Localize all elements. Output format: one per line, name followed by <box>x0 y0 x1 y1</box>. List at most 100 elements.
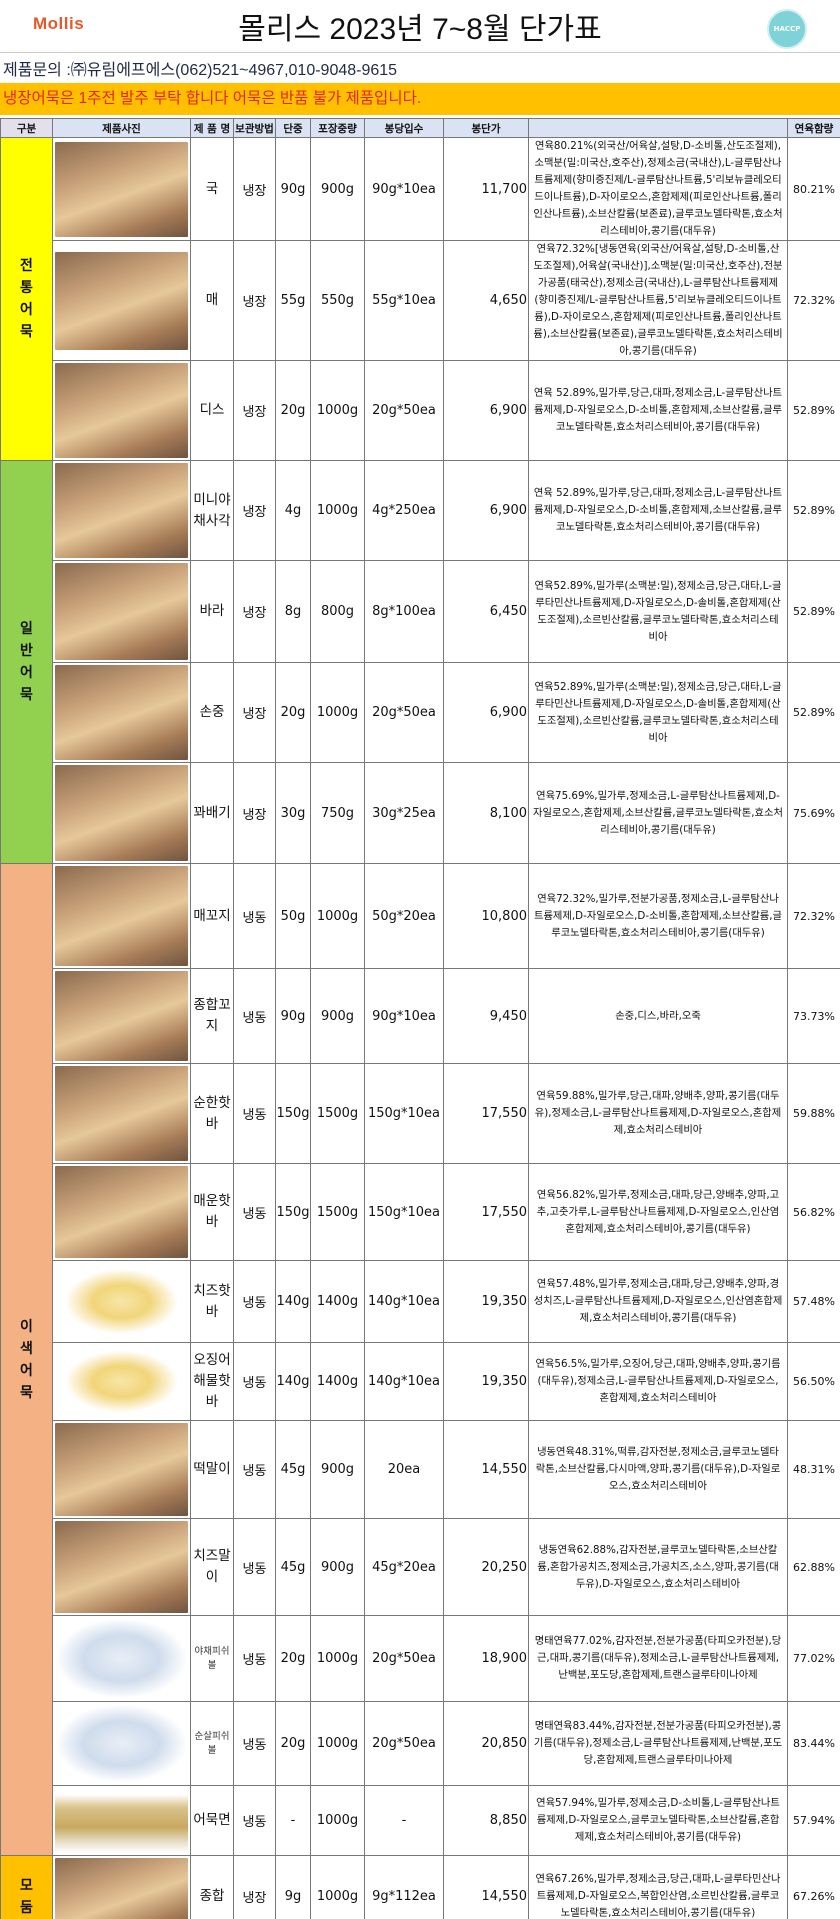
product-name: 바라 <box>190 560 234 663</box>
pack-weight: 1400g <box>310 1260 365 1343</box>
product-photo-cell <box>52 137 191 241</box>
product-name: 치즈말이 <box>190 1518 234 1616</box>
product-photo <box>55 1858 188 1919</box>
unit-weight: 55g <box>275 240 311 361</box>
per-pack-count: 20g*50ea <box>364 662 444 763</box>
category-cell: 모둠 <box>0 1855 53 1919</box>
ingredients: 연육52.89%,밀가루(소맥분:밀),정제소금,당근,대타,L-글루타민산나트… <box>528 560 788 663</box>
product-photo-cell <box>52 1063 191 1164</box>
header-fish-content: 연육함량 <box>787 118 840 138</box>
pack-weight: 1000g <box>310 1615 365 1702</box>
ingredients: 연육72.32%,밀가루,전분가공품,정제소금,L-글루탐산나트륨제제,D-자일… <box>528 863 788 969</box>
fish-content: 59.88% <box>787 1063 840 1164</box>
product-photo <box>55 1788 188 1853</box>
unit-weight: 150g <box>275 1163 311 1261</box>
header-ingredients <box>528 118 788 138</box>
storage-method: 냉장 <box>233 360 276 461</box>
category-label: 전통어묵 <box>20 258 33 340</box>
ingredients: 냉동연육62.88%,감자전분,글루코노델타락톤,소브산칼륨,혼합가공치즈,정제… <box>528 1518 788 1616</box>
storage-method: 냉장 <box>233 137 276 241</box>
product-name: 치즈핫바 <box>190 1260 234 1343</box>
product-photo <box>55 1066 188 1161</box>
pack-weight: 1000g <box>310 360 365 461</box>
product-photo-cell <box>52 560 191 663</box>
pack-price: 11,700 <box>443 137 529 241</box>
pack-price: 14,550 <box>443 1855 529 1919</box>
pack-price: 20,850 <box>443 1701 529 1786</box>
ingredients: 손중,디스,바라,오죽 <box>528 968 788 1064</box>
table-row: 떡말이 냉동 45g 900g 20ea 14,550 냉동연육48.31%,떡류,감자전분… <box>1 1420 840 1519</box>
table-row: 순한핫바 냉동 150g 1500g 150g*10ea 17,550 연육59.88%,밀… <box>1 1063 840 1164</box>
unit-weight: 140g <box>275 1342 311 1421</box>
unit-weight: - <box>275 1785 311 1856</box>
product-photo <box>55 866 188 966</box>
table-row: 오징어해물핫바 냉동 140g 1400g 140g*10ea 19,350 연육56.5%… <box>1 1342 840 1421</box>
unit-weight: 30g <box>275 762 311 864</box>
ingredients: 연육 52.89%,밀가루,당근,대파,정제소금,L-글루탐산나트륨제제,D-자… <box>528 460 788 561</box>
product-name: 매꼬지 <box>190 863 234 969</box>
table-row: 디스 냉장 20g 1000g 20g*50ea 6,900 연육 52.89%,밀가루,당… <box>1 360 840 461</box>
product-name: 떡말이 <box>190 1420 234 1519</box>
fish-content: 57.94% <box>787 1785 840 1856</box>
fish-content: 52.89% <box>787 560 840 663</box>
product-name: 매운핫바 <box>190 1163 234 1261</box>
pack-weight: 1500g <box>310 1163 365 1261</box>
fish-content: 75.69% <box>787 762 840 864</box>
unit-weight: 140g <box>275 1260 311 1343</box>
pack-price: 19,350 <box>443 1260 529 1343</box>
per-pack-count: 20g*50ea <box>364 1701 444 1786</box>
product-photo-cell <box>52 1420 191 1519</box>
ingredients: 연육56.82%,밀가루,정제소금,대파,당근,양배추,양파,고추,고춧가루,L… <box>528 1163 788 1261</box>
header-product-name: 제 품 명 <box>190 118 234 138</box>
storage-method: 냉동 <box>233 1420 276 1519</box>
table-row: 바라 냉장 8g 800g 8g*100ea 6,450 연육52.89%,밀가루(소맥분:… <box>1 560 840 663</box>
unit-weight: 9g <box>275 1855 311 1919</box>
pack-price: 6,900 <box>443 662 529 763</box>
ingredients: 연육67.26%,밀가루,정제소금,당근,대파,L-글루타민산나트륨제제,D-자… <box>528 1855 788 1919</box>
pack-price: 20,250 <box>443 1518 529 1616</box>
table-row: 모둠 종합 냉장 9g 1000g 9g*112ea 14,550 연육67.26%,밀가루,… <box>0 1855 840 1919</box>
product-photo-cell <box>52 360 191 461</box>
table-header: 구분 제품사진 제 품 명 보관방법 단중 포장중량 봉당입수 봉단가 연육함량 <box>0 118 840 138</box>
storage-method: 냉동 <box>233 1342 276 1421</box>
per-pack-count: 45g*20ea <box>364 1518 444 1616</box>
product-name: 손중 <box>190 662 234 763</box>
pack-price: 14,550 <box>443 1420 529 1519</box>
table-row: 일반어묵 미니야채사각 냉장 4g 1000g 4g*250ea 6,900 연육 52.89… <box>0 460 840 864</box>
contact-info: 제품문의 :㈜유림에프에스(062)521~4967,010-9048-9615 <box>3 62 398 79</box>
storage-method: 냉동 <box>233 863 276 969</box>
product-name: 디스 <box>190 360 234 461</box>
pack-weight: 800g <box>310 560 365 663</box>
product-name: 종합 <box>190 1855 234 1919</box>
fish-content: 52.89% <box>787 360 840 461</box>
pack-price: 6,450 <box>443 560 529 663</box>
product-photo <box>55 363 188 458</box>
pack-weight: 1000g <box>310 1701 365 1786</box>
product-photo-cell <box>52 240 191 361</box>
pack-price: 9,450 <box>443 968 529 1064</box>
pack-price: 8,100 <box>443 762 529 864</box>
storage-method: 냉동 <box>233 1518 276 1616</box>
pack-price: 19,350 <box>443 1342 529 1421</box>
table-row: 이색어묵 매꼬지 냉동 50g 1000g 50g*20ea 10,800 연육72.32%,… <box>0 863 840 1856</box>
header-category: 구분 <box>0 118 53 138</box>
product-name: 순한핫바 <box>190 1063 234 1164</box>
fish-content: 52.89% <box>787 662 840 763</box>
table-row: 치즈핫바 냉동 140g 1400g 140g*10ea 19,350 연육57.48%,밀… <box>1 1260 840 1343</box>
storage-method: 냉장 <box>233 240 276 361</box>
category-cell: 전통어묵 <box>0 137 53 461</box>
storage-method: 냉동 <box>233 1785 276 1856</box>
product-photo-cell <box>52 1785 191 1856</box>
pack-weight: 900g <box>310 137 365 241</box>
mollis-logo: Mollis <box>33 14 85 33</box>
header-price: 봉단가 <box>443 118 529 138</box>
ingredients: 연육57.48%,밀가루,정제소금,대파,당근,양배추,양파,경성치즈,L-글루… <box>528 1260 788 1343</box>
per-pack-count: 150g*10ea <box>364 1063 444 1164</box>
ingredients: 연육75.69%,밀가루,정제소금,L-글루탐산나트륨제제,D-자일로오스,혼합… <box>528 762 788 864</box>
ingredients: 연육56.5%,밀가루,오징어,당근,대파,양배추,양파,콩기름(대두유),정제… <box>528 1342 788 1421</box>
product-name: 오징어해물핫바 <box>190 1342 234 1421</box>
category-label: 이색어묵 <box>20 1318 33 1401</box>
fish-content: 48.31% <box>787 1420 840 1519</box>
fish-content: 57.48% <box>787 1260 840 1343</box>
